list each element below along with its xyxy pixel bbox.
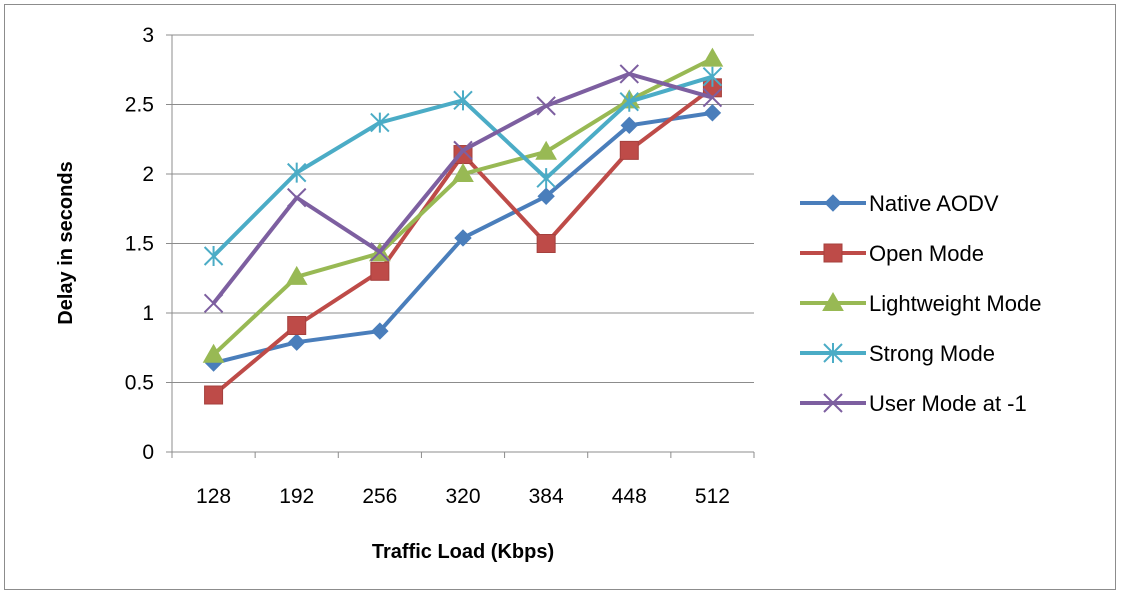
data-point <box>203 246 224 267</box>
x-axis-title: Traffic Load (Kbps) <box>372 541 554 563</box>
data-point <box>536 168 556 189</box>
legend-item: Native AODV <box>800 191 999 216</box>
legend-label: Open Mode <box>869 241 984 266</box>
legend-marker <box>823 393 843 413</box>
data-point <box>537 187 555 205</box>
data-point <box>285 265 308 285</box>
y-tick-label: 0 <box>142 441 154 464</box>
data-point <box>287 316 307 336</box>
data-point <box>288 333 306 351</box>
data-point <box>536 96 556 116</box>
x-tick-label: 192 <box>279 485 314 508</box>
data-point <box>701 47 724 67</box>
data-point <box>204 385 224 405</box>
x-tick-label: 384 <box>529 485 564 508</box>
data-point <box>287 162 307 183</box>
data-point <box>536 234 556 253</box>
legend-marker <box>824 194 842 212</box>
y-tick-labels: 0 0.5 1 1.5 2 2.5 3 <box>125 24 154 464</box>
data-point <box>453 90 473 111</box>
y-tick-label: 1.5 <box>125 233 154 256</box>
legend-item: Lightweight Mode <box>800 291 1041 316</box>
data-point <box>702 87 723 108</box>
data-point <box>453 140 473 161</box>
data-point <box>702 66 723 87</box>
x-tick-label: 512 <box>695 485 730 508</box>
axes <box>166 34 755 458</box>
data-point <box>203 293 224 313</box>
legend-label: Lightweight Mode <box>869 291 1041 316</box>
legend-label: User Mode at -1 <box>869 391 1027 416</box>
series-3 <box>203 66 723 267</box>
data-point <box>619 91 639 112</box>
data-point <box>619 64 639 84</box>
series-group <box>202 47 724 405</box>
legend-item: Open Mode <box>800 241 984 266</box>
legend-marker <box>822 291 844 311</box>
y-tick-label: 2.5 <box>125 94 154 117</box>
data-point <box>202 343 225 363</box>
legend-marker <box>823 243 843 263</box>
data-point <box>370 112 390 133</box>
data-point <box>703 104 722 122</box>
legend-item: Strong Mode <box>800 341 995 366</box>
x-tick-label: 320 <box>445 485 480 508</box>
y-tick-label: 2 <box>142 163 154 186</box>
data-point <box>371 322 389 340</box>
legend-item: User Mode at -1 <box>800 391 1027 416</box>
legend-label: Native AODV <box>869 191 999 216</box>
data-point <box>454 229 472 247</box>
data-point <box>452 162 474 182</box>
legend: Native AODV Open Mode Lightweight Mode Stro… <box>800 191 1041 416</box>
x-tick-label: 128 <box>196 485 231 508</box>
data-point <box>535 140 558 160</box>
data-point <box>620 116 638 135</box>
legend-marker <box>823 343 843 363</box>
series-0 <box>204 104 722 372</box>
y-axis-title: Delay in seconds <box>55 161 77 324</box>
x-tick-labels: 128 192 256 320 384 448 512 <box>196 485 730 508</box>
data-point <box>370 242 390 262</box>
x-tick-label: 256 <box>362 485 397 508</box>
x-tick-label: 448 <box>612 485 647 508</box>
legend-label: Strong Mode <box>869 341 995 366</box>
data-point <box>619 140 639 160</box>
y-tick-label: 1 <box>142 302 154 325</box>
data-point <box>287 187 307 208</box>
series-4 <box>203 64 723 313</box>
y-tick-label: 0.5 <box>125 372 154 395</box>
y-tick-label: 3 <box>142 24 154 47</box>
data-point <box>370 261 390 281</box>
